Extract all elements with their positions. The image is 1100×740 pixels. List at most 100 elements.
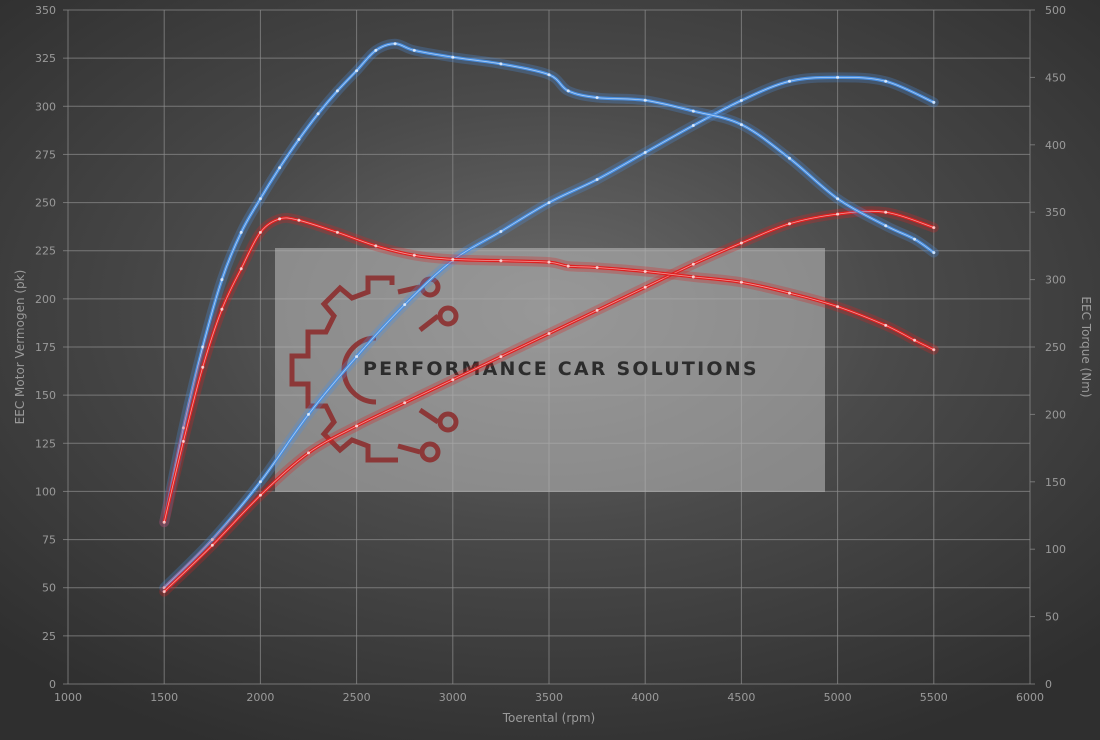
stock-power-line-point bbox=[499, 355, 503, 359]
tuned-torque-line-point bbox=[220, 278, 224, 282]
tuned-power-line-point bbox=[307, 412, 310, 416]
y-left-tick-label: 325 bbox=[35, 52, 56, 65]
tuned-torque-line-point bbox=[739, 123, 743, 127]
tuned-power-line-highlight bbox=[163, 76, 934, 588]
y-left-tick-label: 200 bbox=[35, 293, 56, 306]
y-right-tick-label: 50 bbox=[1045, 611, 1059, 624]
stock-power-line-point bbox=[739, 241, 743, 245]
stock-power-line-point bbox=[788, 222, 791, 226]
y-axis-label-right: EEC Torque (Nm) bbox=[1079, 296, 1093, 397]
x-axis-label: Toerental (rpm) bbox=[502, 711, 595, 725]
stock-power-line-highlight bbox=[163, 210, 934, 592]
y-left-tick-label: 150 bbox=[35, 389, 56, 402]
stock-torque-line-point bbox=[913, 338, 917, 342]
stock-torque-line-point bbox=[884, 323, 888, 327]
tuned-torque-line-point bbox=[355, 69, 359, 73]
tuned-torque-line-point bbox=[181, 426, 185, 430]
stock-power-line-group bbox=[159, 206, 939, 597]
x-tick-label: 6000 bbox=[1016, 691, 1044, 704]
tuned-torque-line-point bbox=[316, 112, 320, 116]
stock-power-line-point bbox=[643, 285, 647, 289]
tuned-torque-line-point bbox=[788, 156, 791, 160]
y-left-tick-label: 300 bbox=[35, 100, 56, 113]
tuned-torque-line-point bbox=[836, 197, 840, 201]
y-right-tick-label: 100 bbox=[1045, 543, 1066, 556]
tuned-torque-line-point bbox=[691, 109, 695, 113]
y-right-tick-label: 200 bbox=[1045, 408, 1066, 421]
x-tick-label: 4000 bbox=[631, 691, 659, 704]
tuned-power-line-point bbox=[643, 151, 647, 154]
x-tick-label: 3000 bbox=[439, 691, 467, 704]
stock-power-line-point bbox=[210, 543, 214, 547]
x-tick-label: 1000 bbox=[54, 691, 82, 704]
stock-torque-line-point bbox=[566, 264, 570, 268]
ticks-layer: 1000 1500 2000 2500 3000 3500 4000 4500 5000 5500… bbox=[35, 4, 1066, 704]
stock-torque-line-point bbox=[201, 365, 205, 369]
tuned-torque-line-point bbox=[566, 89, 570, 93]
y-right-tick-label: 350 bbox=[1045, 206, 1066, 219]
stock-torque-line-point bbox=[297, 218, 301, 222]
stock-torque-line-point bbox=[691, 275, 695, 279]
tuned-torque-line-point bbox=[643, 98, 647, 102]
stock-torque-line-point bbox=[836, 305, 840, 309]
tuned-torque-line-point bbox=[412, 48, 416, 52]
y-right-tick-label: 250 bbox=[1045, 341, 1066, 354]
stock-torque-line-point bbox=[412, 253, 416, 257]
y-axis-label-left: EEC Motor Vermogen (pk) bbox=[13, 270, 27, 425]
y-left-tick-label: 100 bbox=[35, 485, 56, 498]
watermark-text: PERFORMANCE CAR SOLUTIONS bbox=[363, 358, 759, 380]
x-tick-label: 2000 bbox=[246, 691, 274, 704]
x-tick-label: 4500 bbox=[727, 691, 755, 704]
stock-power-line-point bbox=[691, 262, 695, 266]
stock-power-line-point bbox=[884, 210, 888, 214]
tuned-power-line-point bbox=[788, 79, 791, 83]
stock-torque-line-point bbox=[595, 266, 599, 269]
stock-torque-line-point bbox=[374, 244, 378, 248]
y-left-tick-label: 50 bbox=[42, 582, 56, 595]
tuned-torque-line-point bbox=[335, 89, 339, 93]
watermark: PERFORMANCE CAR SOLUTIONS bbox=[275, 248, 825, 492]
tuned-torque-line-point bbox=[884, 224, 888, 228]
stock-power-line-point bbox=[258, 493, 262, 497]
stock-torque-line-point bbox=[258, 230, 262, 234]
stock-power-line-point bbox=[595, 308, 599, 312]
tuned-torque-line-point bbox=[499, 62, 503, 66]
tuned-power-line-point bbox=[403, 303, 407, 307]
tuned-torque-line-point bbox=[374, 48, 378, 52]
tuned-power-line-point bbox=[258, 480, 262, 484]
stock-power-line-point bbox=[162, 590, 166, 594]
stock-torque-line-point bbox=[788, 291, 791, 295]
tuned-torque-line-group bbox=[159, 38, 939, 528]
y-left-tick-label: 125 bbox=[35, 437, 56, 450]
x-tick-label: 5500 bbox=[920, 691, 948, 704]
tuned-torque-line-point bbox=[913, 237, 917, 241]
x-tick-label: 5000 bbox=[824, 691, 852, 704]
stock-torque-line-point bbox=[162, 520, 166, 524]
tuned-torque-line-point bbox=[547, 73, 551, 77]
tuned-power-line-point bbox=[547, 201, 551, 205]
stock-torque-line-point bbox=[643, 270, 647, 273]
y-left-tick-label: 175 bbox=[35, 341, 56, 354]
tuned-torque-line-point bbox=[595, 96, 599, 100]
stock-power-line-point bbox=[403, 401, 407, 405]
tuned-power-line-point bbox=[884, 79, 888, 83]
y-right-tick-label: 300 bbox=[1045, 274, 1066, 287]
stock-power-line-point bbox=[547, 332, 551, 335]
tuned-torque-line-point bbox=[451, 55, 455, 59]
stock-power-line-point bbox=[836, 212, 840, 216]
y-left-tick-label: 350 bbox=[35, 4, 56, 17]
tuned-power-line-point bbox=[499, 230, 503, 233]
y-right-tick-label: 400 bbox=[1045, 139, 1066, 152]
x-tick-label: 2500 bbox=[343, 691, 371, 704]
tuned-torque-line-point bbox=[932, 251, 936, 255]
y-right-tick-label: 150 bbox=[1045, 476, 1066, 489]
y-right-tick-label: 0 bbox=[1045, 678, 1052, 691]
tuned-power-line-point bbox=[836, 75, 840, 79]
stock-power-line-point bbox=[307, 451, 310, 455]
tuned-torque-line-point bbox=[258, 197, 262, 201]
tuned-power-line-group bbox=[159, 72, 939, 593]
tuned-torque-line-point bbox=[278, 166, 282, 170]
tuned-power-line-point bbox=[210, 538, 214, 542]
series-layer bbox=[159, 38, 939, 597]
